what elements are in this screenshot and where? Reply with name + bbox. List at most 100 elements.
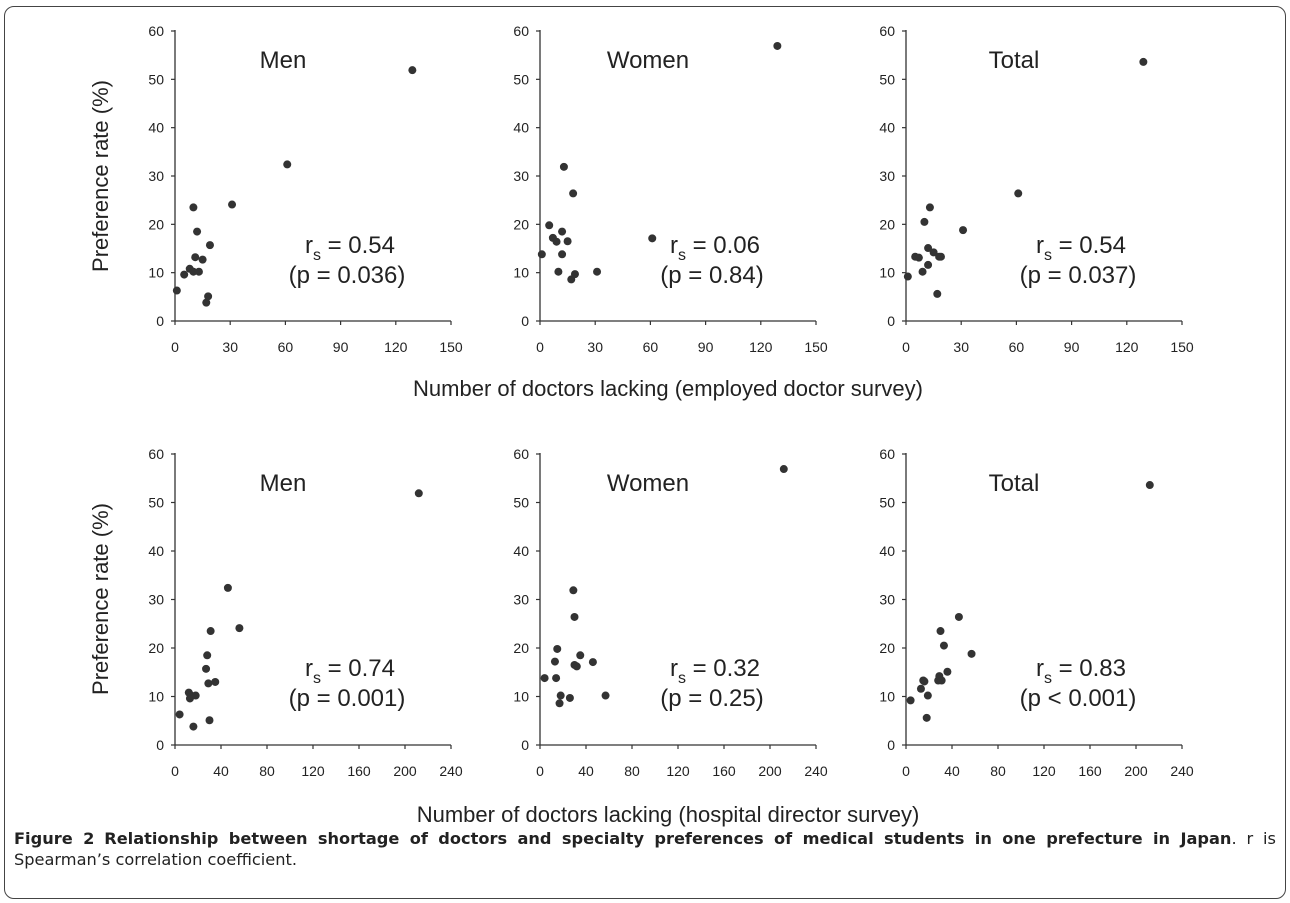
scatter-panel-6: 0 10 20 30 40 50 60 0 40 80 120 160 200 240 Total rs = … bbox=[879, 446, 1193, 779]
data-point bbox=[563, 237, 572, 246]
data-point bbox=[235, 624, 244, 633]
data-point bbox=[537, 250, 546, 259]
y-tick-label: 0 bbox=[156, 313, 164, 329]
data-point bbox=[175, 710, 184, 719]
data-point bbox=[569, 586, 578, 595]
scatter-panel-3: 0 10 20 30 40 50 60 0 30 60 90 120 150 Total rs = 0.54… bbox=[879, 23, 1193, 355]
data-point bbox=[180, 270, 189, 279]
data-point bbox=[916, 684, 925, 693]
x-tick-label: 0 bbox=[171, 339, 179, 355]
data-point bbox=[555, 699, 564, 708]
caption-rest: . r is Spearman’s correlation coefficien… bbox=[14, 829, 1276, 869]
x-tick-label: 160 bbox=[1078, 763, 1102, 779]
data-point bbox=[198, 255, 207, 264]
y-tick-label: 60 bbox=[879, 23, 895, 39]
x-tick-label: 120 bbox=[666, 763, 690, 779]
spearman-rs: rs = 0.06 bbox=[670, 232, 760, 264]
data-point bbox=[1139, 57, 1148, 66]
data-point bbox=[939, 641, 948, 650]
x-tick-label: 120 bbox=[1115, 339, 1139, 355]
data-point bbox=[943, 667, 952, 676]
y-tick-label: 0 bbox=[521, 737, 529, 753]
panel-title: Total bbox=[989, 47, 1040, 74]
data-point bbox=[194, 267, 203, 276]
data-point bbox=[203, 651, 212, 660]
data-point bbox=[773, 41, 782, 50]
y-tick-label: 30 bbox=[879, 592, 895, 608]
spearman-rs: rs = 0.32 bbox=[670, 655, 760, 687]
x-tick-label: 0 bbox=[171, 763, 179, 779]
figure-title: Relationship between shortage of doctors… bbox=[104, 829, 1232, 848]
y-tick-label: 20 bbox=[513, 216, 529, 232]
x-tick-label: 240 bbox=[804, 763, 828, 779]
data-point bbox=[189, 722, 198, 731]
x-axis-label: Number of doctors lacking (hospital dire… bbox=[417, 802, 920, 827]
x-tick-label: 40 bbox=[578, 763, 594, 779]
data-point bbox=[924, 260, 933, 269]
y-tick-label: 60 bbox=[879, 446, 895, 462]
x-tick-label: 240 bbox=[1170, 763, 1194, 779]
data-point bbox=[540, 674, 549, 683]
data-point bbox=[922, 713, 931, 722]
x-tick-label: 60 bbox=[643, 339, 659, 355]
x-tick-label: 60 bbox=[278, 339, 294, 355]
data-point bbox=[648, 234, 657, 243]
x-tick-label: 40 bbox=[944, 763, 960, 779]
data-point bbox=[202, 298, 211, 307]
y-tick-label: 0 bbox=[887, 313, 895, 329]
data-point bbox=[408, 66, 417, 75]
y-tick-label: 40 bbox=[148, 120, 164, 136]
data-point bbox=[924, 244, 933, 253]
y-tick-label: 0 bbox=[156, 737, 164, 753]
panel-title: Women bbox=[607, 47, 689, 74]
y-tick-label: 40 bbox=[148, 543, 164, 559]
y-tick-label: 20 bbox=[148, 216, 164, 232]
data-point bbox=[545, 221, 554, 230]
x-tick-label: 160 bbox=[712, 763, 736, 779]
data-point bbox=[211, 677, 220, 686]
p-value: (p = 0.25) bbox=[660, 685, 763, 712]
x-tick-label: 200 bbox=[1124, 763, 1148, 779]
data-point bbox=[191, 691, 200, 700]
x-tick-label: 200 bbox=[758, 763, 782, 779]
x-tick-label: 0 bbox=[902, 763, 910, 779]
x-tick-label: 60 bbox=[1009, 339, 1025, 355]
data-point bbox=[558, 227, 567, 236]
x-tick-label: 30 bbox=[222, 339, 238, 355]
y-tick-label: 10 bbox=[148, 689, 164, 705]
y-tick-label: 0 bbox=[521, 313, 529, 329]
data-point bbox=[559, 162, 568, 171]
x-tick-label: 150 bbox=[804, 339, 828, 355]
data-point bbox=[223, 583, 232, 592]
data-point bbox=[172, 286, 181, 295]
data-point bbox=[967, 649, 976, 658]
y-tick-label: 60 bbox=[513, 23, 529, 39]
spearman-rs: rs = 0.74 bbox=[305, 655, 395, 687]
data-point bbox=[1014, 189, 1023, 198]
data-point bbox=[920, 217, 929, 226]
data-point bbox=[189, 267, 198, 276]
p-value: (p = 0.84) bbox=[660, 262, 763, 289]
scatter-panel-2: 0 10 20 30 40 50 60 0 30 60 90 120 150 Women rs = 0.06… bbox=[513, 23, 827, 355]
data-point bbox=[283, 160, 292, 169]
x-tick-label: 120 bbox=[1032, 763, 1056, 779]
data-point bbox=[552, 237, 561, 246]
y-tick-label: 40 bbox=[879, 543, 895, 559]
x-tick-label: 40 bbox=[213, 763, 229, 779]
y-tick-label: 50 bbox=[879, 495, 895, 511]
x-tick-label: 0 bbox=[536, 339, 544, 355]
y-tick-label: 30 bbox=[513, 168, 529, 184]
y-tick-label: 20 bbox=[879, 216, 895, 232]
panel-title: Women bbox=[607, 470, 689, 497]
data-point bbox=[937, 676, 946, 685]
data-point bbox=[1145, 481, 1154, 490]
data-point bbox=[205, 716, 214, 725]
data-point bbox=[954, 612, 963, 621]
y-tick-label: 20 bbox=[879, 640, 895, 656]
x-tick-label: 150 bbox=[439, 339, 463, 355]
data-point bbox=[191, 253, 200, 262]
panel-title: Men bbox=[260, 470, 307, 497]
data-point bbox=[414, 489, 423, 498]
data-point bbox=[205, 241, 214, 250]
y-tick-label: 30 bbox=[148, 168, 164, 184]
